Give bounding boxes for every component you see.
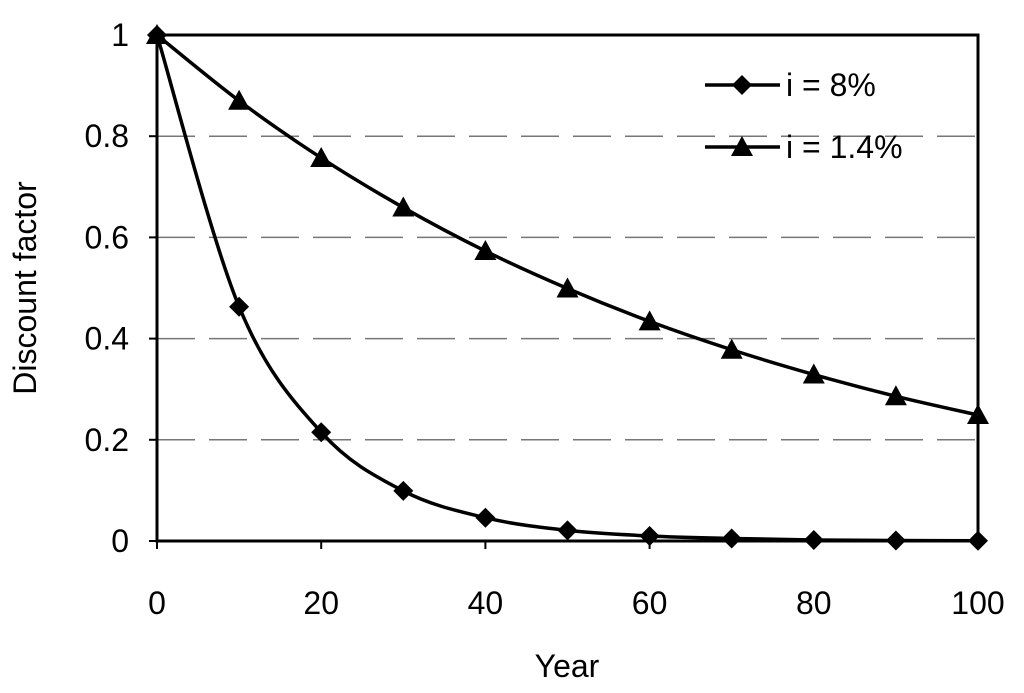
data-point [803,529,824,550]
y-tick-label: 0.6 [85,219,129,255]
data-point [310,146,333,167]
data-point [884,385,907,406]
x-tick-label: 0 [148,585,166,621]
x-tick-label: 20 [303,585,339,621]
x-tick-label: 40 [468,585,504,621]
data-point [475,507,496,528]
data-point [228,89,251,110]
data-point [639,525,660,546]
data-point [968,530,988,551]
legend-marker [731,136,753,156]
y-tick-label: 0 [111,523,129,559]
data-point [557,520,578,541]
legend-label: i = 8% [786,67,876,103]
plot-frame [155,33,980,543]
y-axis-label: Discount factor [7,181,43,395]
data-point [885,530,906,551]
y-tick-label: 0.4 [85,321,129,357]
data-point [393,480,414,501]
y-tick-label: 0.8 [85,118,129,154]
data-point [474,240,497,261]
series-i-8pct [147,25,988,551]
x-tick-label: 100 [951,585,1004,621]
data-point [556,277,579,298]
data-point [229,296,250,317]
x-tick-label: 80 [796,585,832,621]
data-point [802,363,825,384]
data-point [311,422,332,443]
legend-marker [732,75,752,95]
data-point [721,528,742,549]
legend-item: i = 1.4% [705,129,903,165]
x-tick-label: 60 [632,585,668,621]
legend-item: i = 8% [705,67,876,103]
data-point [638,310,661,331]
x-axis-label: Year [535,648,600,684]
y-tick-label: 1 [111,17,129,53]
series-group [146,24,989,551]
y-tick-label: 0.2 [85,422,129,458]
series-i-1-4pct [146,24,989,425]
legend: i = 8% i = 1.4% [705,67,903,165]
data-point [967,404,989,425]
legend-label: i = 1.4% [786,129,903,165]
data-point [720,338,743,359]
axis-ticks: 0 0.2 0.4 0.6 0.8 1 0 20 40 60 80 100 [85,17,1005,621]
gridlines [157,135,978,441]
data-point [392,196,415,217]
data-point [146,24,168,44]
